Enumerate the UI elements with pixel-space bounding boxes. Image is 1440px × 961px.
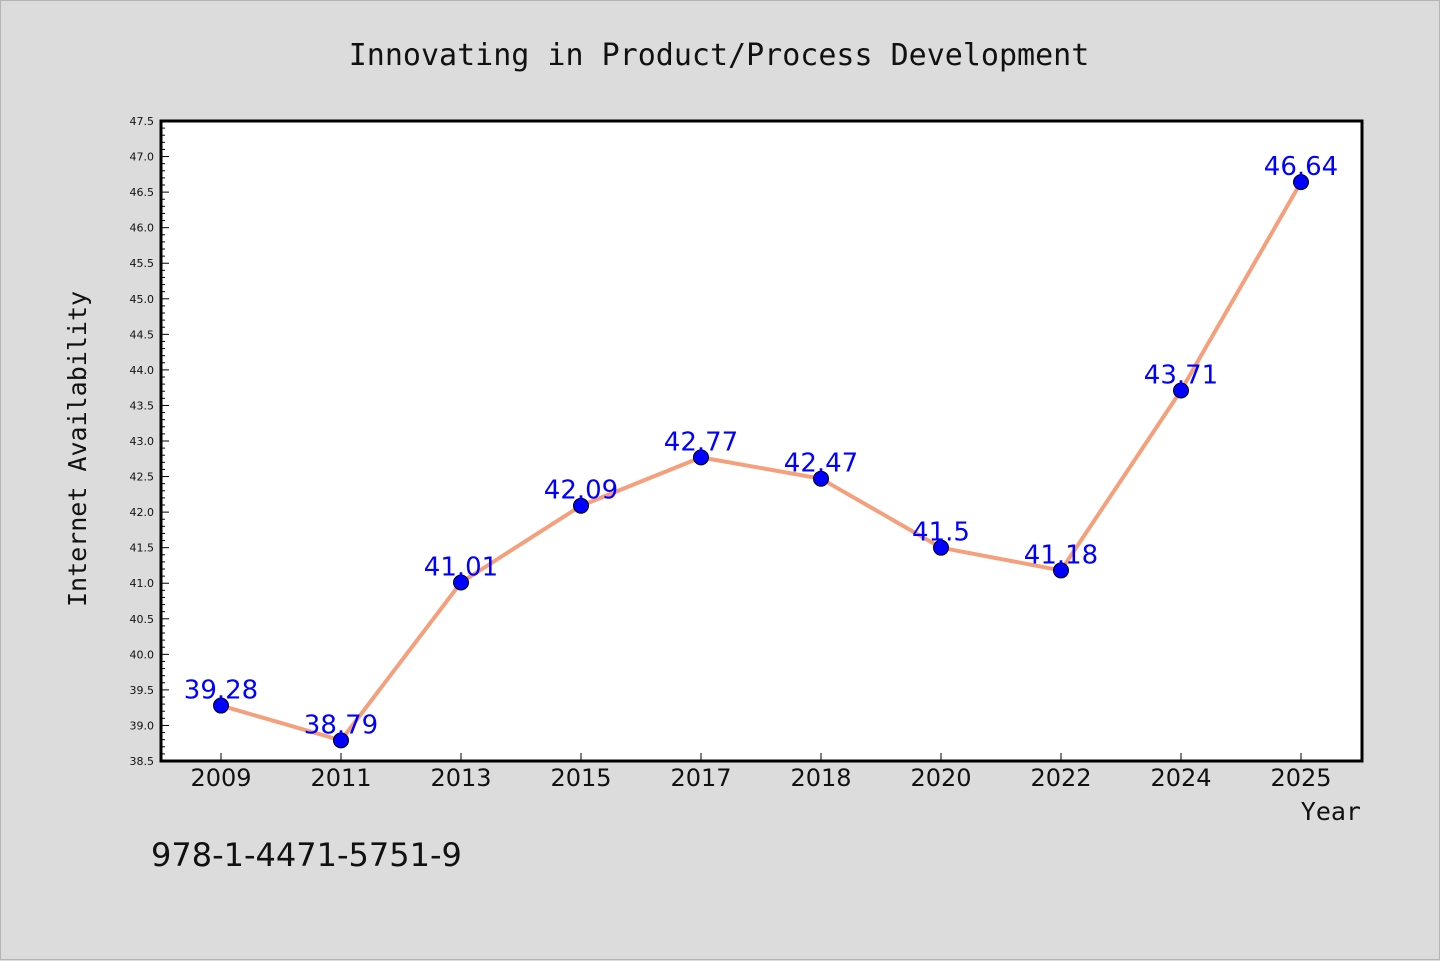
- series-line: [219, 180, 1303, 743]
- x-tick-label: 2024: [1150, 764, 1211, 792]
- isbn-text: 978-1-4471-5751-9: [151, 836, 462, 874]
- data-label: 41.01: [424, 553, 498, 583]
- data-point: [1053, 562, 1069, 579]
- y-tick-label: 42.5: [130, 471, 155, 484]
- chart-title: Innovating in Product/Process Developmen…: [349, 38, 1090, 73]
- y-tick-label: 47.0: [130, 151, 155, 164]
- data-label: 41.5: [912, 518, 970, 548]
- y-tick-label: 42.0: [130, 506, 155, 519]
- y-tick-label: 40.0: [130, 648, 155, 661]
- data-labels: 39.28 38.79 41.01 42.09 42.77 42.47 41.5 41.18 4…: [184, 152, 1338, 740]
- data-label: 46.64: [1264, 152, 1338, 182]
- y-tick-label: 38.5: [130, 755, 155, 768]
- x-tick-label: 2020: [910, 764, 971, 792]
- data-point: [213, 697, 229, 714]
- y-tick-label: 47.5: [130, 115, 155, 128]
- y-tick-label: 46.0: [130, 222, 155, 235]
- x-tick-label: 2018: [790, 764, 851, 792]
- y-tick-label: 40.5: [130, 613, 155, 626]
- data-label: 42.47: [784, 449, 858, 479]
- y-tick-label: 44.5: [130, 328, 155, 341]
- data-label: 43.71: [1144, 361, 1218, 391]
- data-point: [333, 732, 349, 749]
- y-tick-label: 43.5: [130, 399, 155, 412]
- x-tick-label: 2009: [190, 764, 251, 792]
- data-point: [1173, 382, 1189, 399]
- data-point: [1293, 174, 1309, 191]
- x-tick-label: 2013: [430, 764, 491, 792]
- data-point: [453, 574, 469, 591]
- x-tick-label: 2015: [550, 764, 611, 792]
- data-label: 42.09: [544, 476, 618, 506]
- x-tick-label: 2025: [1270, 764, 1331, 792]
- data-label: 38.79: [304, 710, 378, 740]
- x-tick-label: 2011: [310, 764, 371, 792]
- x-axis: 2009 2011 2013 2015 2017 2018 2020 2022 2024 2025: [190, 753, 1332, 792]
- y-tick-label: 43.0: [130, 435, 155, 448]
- data-label: 39.28: [184, 676, 258, 706]
- x-tick-label: 2022: [1030, 764, 1091, 792]
- y-axis: 38.5 39.0 39.5 40.0 40.5 41.0 41.5 42.0 42.5 43.0…: [130, 115, 169, 768]
- x-axis-title: Year: [1301, 797, 1361, 826]
- y-tick-label: 39.5: [130, 684, 155, 697]
- data-point: [813, 470, 829, 487]
- data-label: 41.18: [1024, 540, 1098, 570]
- y-tick-label: 41.0: [130, 577, 155, 590]
- series-line-group: [213, 174, 1309, 749]
- y-tick-label: 41.5: [130, 542, 155, 555]
- y-tick-label: 44.0: [130, 364, 155, 377]
- y-axis-title: Internet Availability: [63, 291, 92, 607]
- y-tick-label: 39.0: [130, 719, 155, 732]
- x-tick-label: 2017: [670, 764, 731, 792]
- y-tick-label: 45.5: [130, 257, 155, 270]
- data-point: [933, 539, 949, 556]
- y-tick-label: 45.0: [130, 293, 155, 306]
- plot-area: [159, 119, 1364, 763]
- data-point: [573, 497, 589, 514]
- data-label: 42.77: [664, 427, 738, 457]
- data-point: [693, 449, 709, 466]
- y-tick-label: 46.5: [130, 186, 155, 199]
